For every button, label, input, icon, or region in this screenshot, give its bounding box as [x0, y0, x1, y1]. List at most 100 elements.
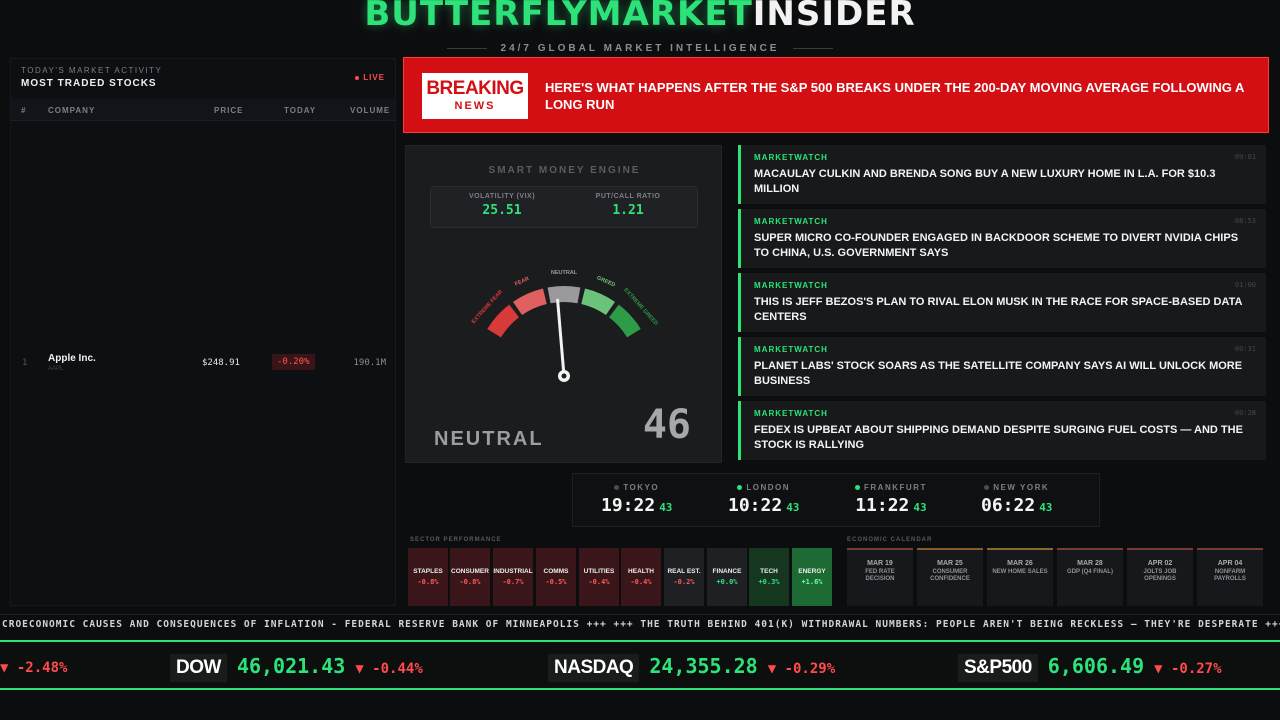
sector-tile[interactable]: CONSUMER -0.8% [450, 548, 490, 606]
news-item[interactable]: MARKETWATCH 00:31 PLANET LABS' STOCK SOA… [738, 337, 1266, 396]
sector-name: REAL EST. [667, 568, 701, 575]
sector-tile[interactable]: COMMS -0.5% [536, 548, 576, 606]
clock-city: LONDON [746, 483, 791, 492]
news-item[interactable]: MARKETWATCH 08:53 SUPER MICRO CO-FOUNDER… [738, 209, 1266, 268]
sentiment-label: NEUTRAL [434, 428, 544, 450]
event-name: GDP (Q4 FINAL) [1067, 569, 1113, 575]
news-headline[interactable]: PLANET LABS' STOCK SOARS AS THE SATELLIT… [754, 360, 1243, 387]
sector-change: +0.3% [758, 578, 780, 586]
sentiment-score: 46 [642, 402, 691, 448]
most-traded-panel: TODAY'S MARKET ACTIVITY MOST TRADED STOC… [10, 58, 396, 606]
live-dot-icon [355, 75, 360, 80]
sector-tile[interactable]: REAL EST. -0.2% [664, 548, 704, 606]
news-time: 09:01 [1234, 153, 1256, 161]
ticker-value: 46,021.43 [236, 654, 346, 678]
gauge-zone-arc [580, 288, 615, 316]
col-volume[interactable]: VOLUME [350, 106, 391, 115]
market-open-dot-icon [737, 485, 743, 491]
news-headline[interactable]: THIS IS JEFF BEZOS'S PLAN TO RIVAL ELON … [754, 296, 1243, 323]
ticker-value: 24,355.28 [649, 654, 758, 678]
col-price[interactable]: PRICE [214, 106, 244, 115]
clock-seconds: 43 [913, 501, 927, 514]
scroller-text: CROECONOMIC CAUSES AND CONSEQUENCES OF I… [2, 619, 1280, 630]
sector-name: TECH [760, 568, 778, 575]
sector-change: -0.8% [459, 578, 481, 586]
calendar-event[interactable]: APR 04 NONFARM PAYROLLS [1197, 548, 1263, 606]
news-item[interactable]: MARKETWATCH 01:00 THIS IS JEFF BEZOS'S P… [738, 273, 1266, 332]
put-call-label: PUT/CALL RATIO [595, 193, 661, 200]
sector-tile[interactable]: HEALTH -0.4% [621, 548, 661, 606]
put-call-metric: PUT/CALL RATIO 1.21 [573, 193, 683, 218]
market-open-dot-icon [855, 485, 860, 491]
tagline: 24/7 GLOBAL MARKET INTELLIGENCE [0, 43, 1280, 54]
ticker-change: ▼ -0.29% [767, 661, 836, 677]
gauge-hub-center [561, 373, 567, 379]
ticker-item-nasdaq[interactable]: NASDAQ 24,355.28 ▼ -0.29% [548, 654, 835, 682]
live-indicator: LIVE [355, 73, 385, 82]
sector-name: ENERGY [798, 568, 826, 575]
table-header: # COMPANY PRICE TODAY VOLUME [11, 99, 395, 121]
sector-tile[interactable]: STAPLES -0.8% [408, 548, 448, 606]
metrics-box: VOLATILITY (VIX) 25.51 PUT/CALL RATIO 1.… [430, 186, 698, 228]
gauge-zone-label: NEUTRAL [551, 270, 578, 276]
world-clocks: TOKYO 19:22 43 LONDON 10:22 43 FRANKFURT 1… [572, 473, 1100, 527]
col-company[interactable]: COMPANY [48, 106, 96, 115]
calendar-event[interactable]: MAR 28 GDP (Q4 FINAL) [1057, 548, 1123, 606]
news-headline[interactable]: SUPER MICRO CO-FOUNDER ENGAGED IN BACKDO… [754, 232, 1239, 259]
calendar-event[interactable]: MAR 25 CONSUMER CONFIDENCE [917, 548, 983, 606]
clock-seconds: 43 [1039, 501, 1053, 514]
clock-frankfurt: FRANKFURT 11:22 43 [855, 483, 927, 516]
ticker-name: S&P500 [958, 654, 1038, 682]
event-date: MAR 25 [937, 560, 963, 567]
calendar-event[interactable]: MAR 19 FED RATE DECISION [847, 548, 913, 606]
news-item[interactable]: MARKETWATCH 09:01 MACAULAY CULKIN AND BR… [738, 145, 1266, 204]
news-headline[interactable]: MACAULAY CULKIN AND BRENDA SONG BUY A NE… [754, 168, 1216, 195]
vix-metric: VOLATILITY (VIX) 25.51 [447, 193, 557, 218]
sector-name: INDUSTRIAL [493, 568, 533, 575]
col-today[interactable]: TODAY [284, 106, 317, 115]
row-company: Apple Inc. [48, 353, 96, 364]
event-date: MAR 19 [867, 560, 893, 567]
breaking-news-badge: BREAKING NEWS [422, 73, 528, 119]
news-scroller: CROECONOMIC CAUSES AND CONSEQUENCES OF I… [0, 614, 1280, 634]
event-name: FED RATE DECISION [865, 569, 895, 582]
economic-calendar-label: ECONOMIC CALENDAR [847, 537, 933, 543]
event-name: NEW HOME SALES [992, 569, 1048, 575]
sector-change: -0.2% [673, 578, 695, 586]
live-label: LIVE [363, 73, 385, 82]
event-date: APR 04 [1217, 560, 1243, 567]
breaking-headline[interactable]: HERE'S WHAT HAPPENS AFTER THE S&P 500 BR… [545, 80, 1244, 112]
event-name: JOLTS JOB OPENINGS [1143, 569, 1177, 582]
brand-logo: BUTTERFLYMARKETINSIDER [0, 0, 1280, 34]
sector-name: COMMS [543, 568, 569, 575]
news-source: MARKETWATCH [754, 281, 828, 290]
clock-london: LONDON 10:22 43 [728, 483, 799, 516]
col-rank[interactable]: # [21, 106, 27, 115]
breaking-news-banner[interactable]: BREAKING NEWS HERE'S WHAT HAPPENS AFTER … [403, 57, 1269, 133]
calendar-event[interactable]: MAR 26 NEW HOME SALES [987, 548, 1053, 606]
row-change: -0.20% [272, 354, 315, 370]
table-row[interactable]: 1 Apple Inc. AAPL $248.91 -0.20% 190.1M [11, 349, 395, 379]
sector-tile[interactable]: ENERGY +1.6% [792, 548, 832, 606]
sector-tile[interactable]: TECH +0.3% [749, 548, 789, 606]
ticker-item-dow[interactable]: DOW 46,021.43 ▼ -0.44% [170, 654, 423, 682]
brand-part-green: BUTTERFLYMARKET [364, 0, 753, 34]
sector-tile[interactable]: INDUSTRIAL -0.7% [493, 548, 533, 606]
ticker-item-sp500[interactable]: S&P500 6,606.49 ▼ -0.27% [958, 654, 1222, 682]
ticker-name: NASDAQ [548, 654, 640, 682]
clock-time: 10:22 [728, 495, 783, 516]
vix-value: 25.51 [482, 203, 522, 218]
sector-tile[interactable]: FINANCE +0.0% [707, 548, 747, 606]
news-item[interactable]: MARKETWATCH 00:28 FEDEX IS UPBEAT ABOUT … [738, 401, 1266, 460]
news-time: 08:53 [1234, 217, 1256, 225]
event-name: NONFARM PAYROLLS [1214, 569, 1246, 582]
put-call-value: 1.21 [612, 203, 644, 218]
sector-tile[interactable]: UTILITIES -0.4% [579, 548, 619, 606]
event-name: CONSUMER CONFIDENCE [930, 569, 970, 582]
event-date: MAR 28 [1077, 560, 1103, 567]
gauge-zone-arc [487, 304, 520, 338]
sector-name: STAPLES [413, 568, 443, 575]
calendar-event[interactable]: APR 02 JOLTS JOB OPENINGS [1127, 548, 1193, 606]
news-headline[interactable]: FEDEX IS UPBEAT ABOUT SHIPPING DEMAND DE… [754, 424, 1243, 451]
row-ticker: AAPL [48, 366, 64, 372]
